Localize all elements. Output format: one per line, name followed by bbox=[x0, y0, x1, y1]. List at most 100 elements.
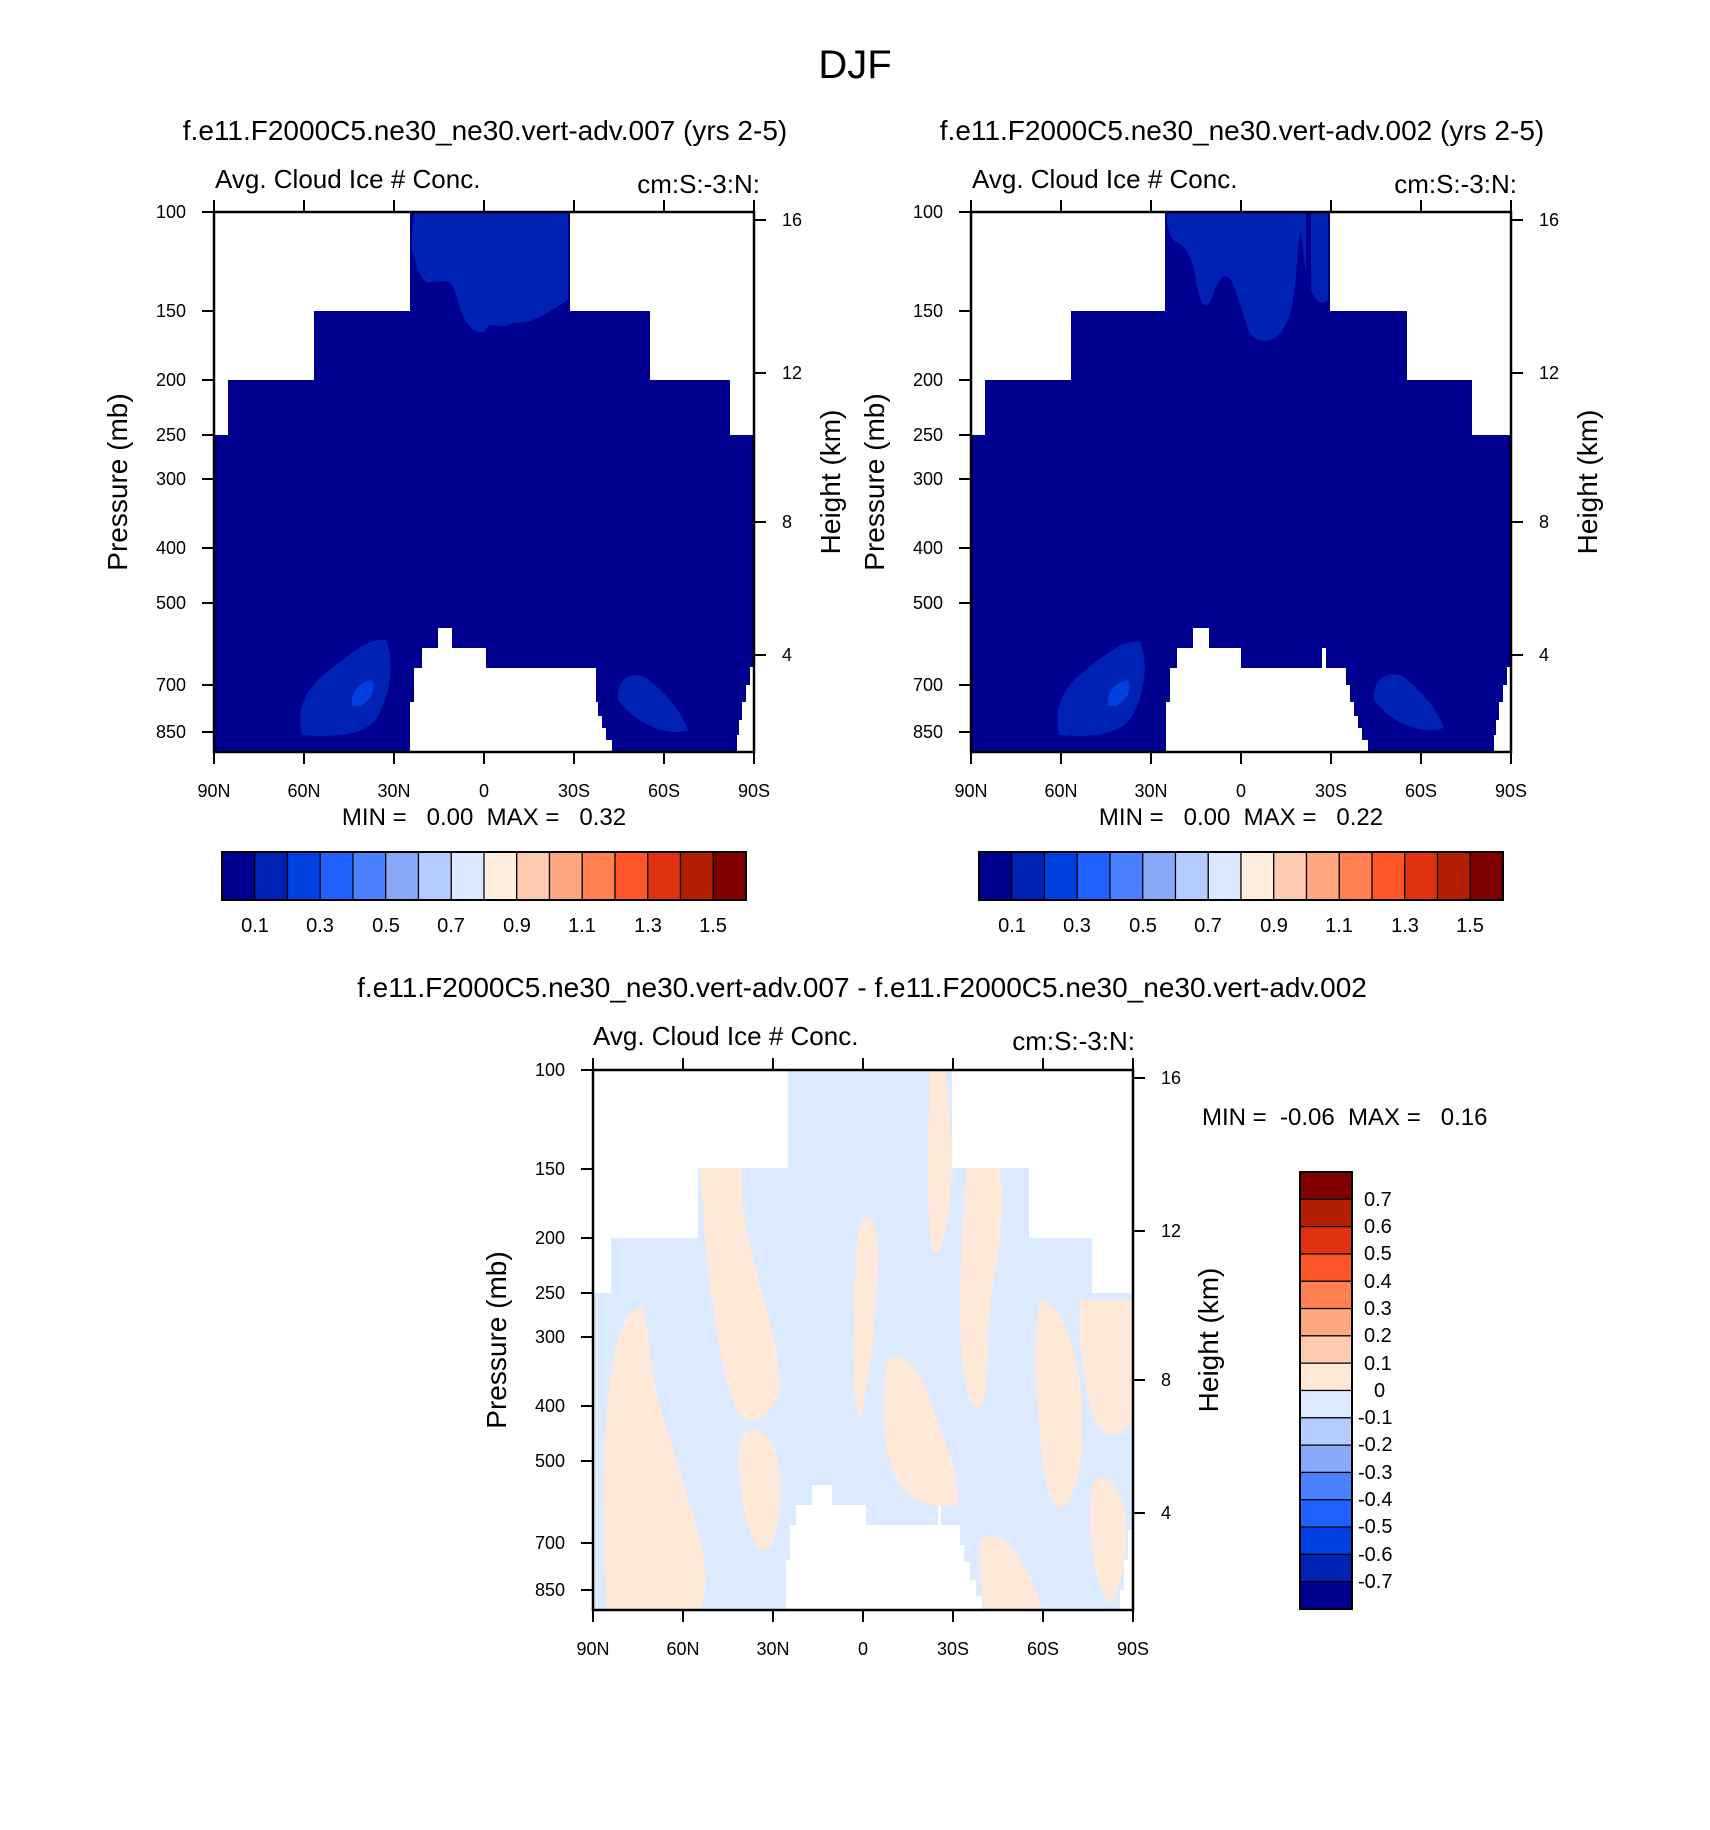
colorbar-label: -0.7 bbox=[1358, 1571, 1392, 1593]
units-label: cm:S:-3:N: bbox=[1394, 169, 1517, 199]
positive-patches bbox=[603, 1070, 1133, 1610]
colorbar-label: 0.1 bbox=[1364, 1353, 1392, 1375]
axis-ticks bbox=[581, 1058, 1145, 1622]
colorbar-label: 1.1 bbox=[568, 915, 596, 937]
y-tick-label: 100 bbox=[156, 202, 186, 222]
y-tick-label: 150 bbox=[156, 301, 186, 321]
colorbar-label: 0.9 bbox=[1260, 915, 1288, 937]
y-right-tick-labels: 16 12 8 4 bbox=[1539, 210, 1559, 665]
colorbar-frame bbox=[978, 851, 1504, 901]
page-title: DJF bbox=[818, 43, 891, 87]
colorbar-label: 0.3 bbox=[306, 915, 334, 937]
height-tick-label: 16 bbox=[1161, 1068, 1181, 1088]
y-tick-label: 250 bbox=[535, 1283, 565, 1303]
y-axis-label: Pressure (mb) bbox=[102, 393, 133, 570]
y-tick-label: 300 bbox=[535, 1327, 565, 1347]
colorbar-box bbox=[1469, 851, 1504, 901]
lower-right-lobe bbox=[1373, 674, 1444, 731]
x-tick-label: 30S bbox=[937, 1639, 969, 1659]
y-axis-right-label: Height (km) bbox=[1572, 410, 1603, 555]
colorbar-box bbox=[1305, 851, 1340, 901]
y-tick-label: 200 bbox=[535, 1228, 565, 1248]
variable-title: Avg. Cloud Ice # Conc. bbox=[972, 164, 1237, 194]
y-right-tick-labels: 16 12 8 4 bbox=[782, 210, 802, 665]
y-tick-label: 200 bbox=[156, 370, 186, 390]
colorbar-box bbox=[1299, 1253, 1353, 1282]
upper-lighter-region bbox=[411, 212, 568, 333]
colorbar-box bbox=[1299, 1499, 1353, 1528]
case-title: f.e11.F2000C5.ne30_ne30.vert-adv.007 (yr… bbox=[183, 115, 787, 146]
colorbar-label: 0.2 bbox=[1364, 1325, 1392, 1347]
field-base bbox=[214, 212, 754, 752]
colorbar-box bbox=[385, 851, 420, 901]
colorbar-label: 0.3 bbox=[1063, 915, 1091, 937]
y-tick-label: 500 bbox=[913, 593, 943, 613]
colorbar-frame bbox=[221, 851, 747, 901]
y-tick-label: 850 bbox=[535, 1580, 565, 1600]
panel-difference: f.e11.F2000C5.ne30_ne30.vert-adv.007 - f… bbox=[357, 972, 1487, 1659]
colorbar: 0.1 0.3 0.5 0.7 0.9 1.1 1.3 1.5 bbox=[978, 851, 1504, 937]
x-tick-labels: 90N 60N 30N 0 30S 60S 90S bbox=[954, 781, 1527, 801]
colorbar-box bbox=[1299, 1526, 1353, 1555]
x-tick-label: 60S bbox=[1405, 781, 1437, 801]
colorbar-box bbox=[221, 851, 256, 901]
x-tick-label: 30S bbox=[1315, 781, 1347, 801]
case-title: f.e11.F2000C5.ne30_ne30.vert-adv.002 (yr… bbox=[940, 115, 1544, 146]
colorbar-box bbox=[1338, 851, 1373, 901]
x-tick-label: 60S bbox=[648, 781, 680, 801]
colorbar-box bbox=[254, 851, 289, 901]
y-tick-labels: 100 150 200 250 300 400 500 700 850 bbox=[535, 1060, 565, 1600]
axis-ticks bbox=[202, 200, 766, 764]
variable-title: Avg. Cloud Ice # Conc. bbox=[593, 1021, 858, 1051]
x-tick-label: 60S bbox=[1027, 1639, 1059, 1659]
colorbar-box bbox=[1371, 851, 1406, 901]
colorbar-box bbox=[1142, 851, 1177, 901]
colorbar-label: 0.7 bbox=[437, 915, 465, 937]
colorbar-label: -0.3 bbox=[1358, 1462, 1392, 1484]
colorbar-box bbox=[516, 851, 551, 901]
colorbar-label: 0 bbox=[1374, 1380, 1385, 1402]
y-axis-right-label: Height (km) bbox=[815, 410, 846, 555]
min-max-label: MIN = 0.00 MAX = 0.32 bbox=[342, 804, 626, 831]
plot-area bbox=[212, 210, 756, 754]
y-tick-label: 500 bbox=[535, 1451, 565, 1471]
x-tick-label: 60N bbox=[287, 781, 320, 801]
x-tick-label: 0 bbox=[479, 781, 489, 801]
y-axis-right-label: Height (km) bbox=[1193, 1268, 1224, 1413]
colorbar-boxes bbox=[221, 851, 747, 901]
height-tick-label: 8 bbox=[1539, 512, 1549, 532]
y-tick-label: 700 bbox=[156, 675, 186, 695]
colorbar-box bbox=[581, 851, 616, 901]
height-tick-label: 4 bbox=[1161, 1503, 1171, 1523]
y-axis-label: Pressure (mb) bbox=[481, 1251, 512, 1428]
colorbar-label: 0.3 bbox=[1364, 1298, 1392, 1320]
colorbar-box bbox=[1043, 851, 1078, 901]
lower-left-lobe bbox=[1057, 641, 1145, 736]
colorbar-box bbox=[483, 851, 518, 901]
x-tick-labels: 90N 60N 30N 0 30S 60S 90S bbox=[197, 781, 770, 801]
lower-left-core bbox=[1107, 680, 1130, 706]
panel-left: f.e11.F2000C5.ne30_ne30.vert-adv.007 (yr… bbox=[102, 115, 846, 937]
colorbar-label: 1.5 bbox=[1456, 915, 1484, 937]
colorbar-label: 0.6 bbox=[1364, 1216, 1392, 1238]
colorbar-box bbox=[1299, 1389, 1353, 1419]
y-tick-label: 150 bbox=[913, 301, 943, 321]
colorbar-label: 0.5 bbox=[1129, 915, 1157, 937]
x-tick-label: 60N bbox=[666, 1639, 699, 1659]
colorbar-label: 1.5 bbox=[699, 915, 727, 937]
colorbar-box bbox=[1299, 1226, 1353, 1255]
x-tick-label: 90N bbox=[954, 781, 987, 801]
lower-left-lobe bbox=[300, 639, 391, 736]
colorbar-label: 1.1 bbox=[1325, 915, 1353, 937]
colorbar: 0.1 0.3 0.5 0.7 0.9 1.1 1.3 1.5 bbox=[221, 851, 747, 937]
colorbar-label: 0.9 bbox=[503, 915, 531, 937]
x-tick-label: 90N bbox=[576, 1639, 609, 1659]
colorbar-label: -0.6 bbox=[1358, 1544, 1392, 1566]
colorbar-label: -0.4 bbox=[1358, 1489, 1392, 1511]
colorbar-label: 0.7 bbox=[1194, 915, 1222, 937]
height-tick-label: 16 bbox=[1539, 210, 1559, 230]
colorbar-box bbox=[1207, 851, 1242, 901]
plot-area bbox=[591, 1068, 1135, 1612]
y-tick-label: 300 bbox=[156, 469, 186, 489]
